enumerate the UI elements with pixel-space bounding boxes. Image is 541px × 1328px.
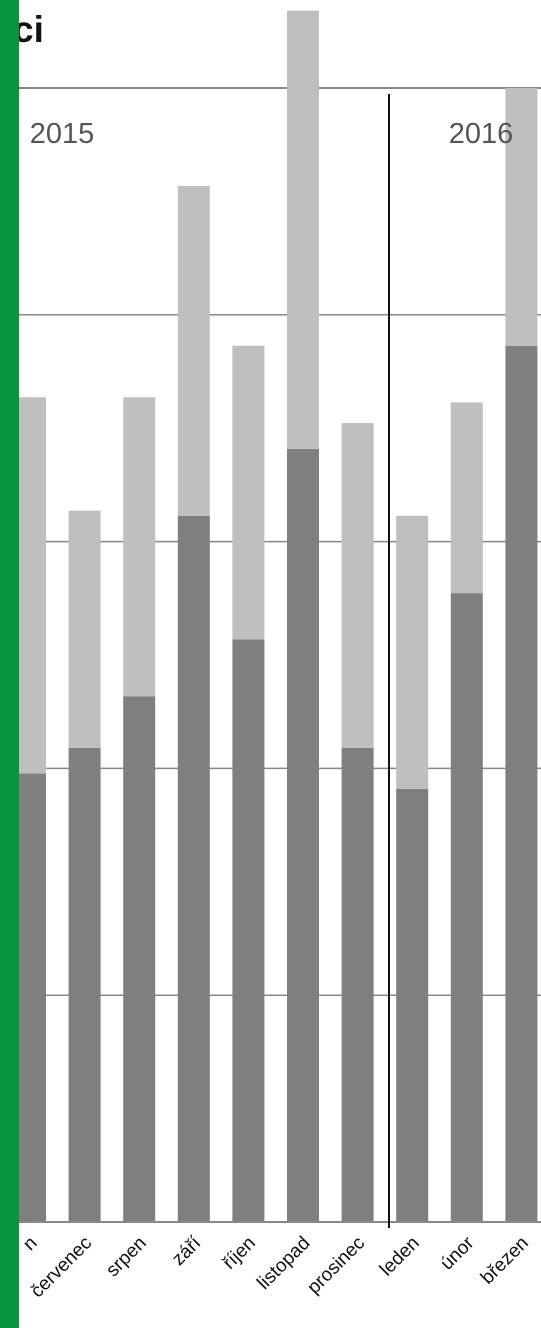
x-tick-label: srpen bbox=[102, 1233, 150, 1281]
x-tick-label: únor bbox=[437, 1232, 479, 1274]
bar-upper-10 bbox=[505, 88, 538, 346]
bar-upper-9 bbox=[450, 402, 483, 594]
bar-lower-10 bbox=[505, 345, 538, 1222]
bars bbox=[14, 10, 538, 1222]
x-tick-label: září bbox=[168, 1232, 206, 1270]
x-tick-label: n bbox=[19, 1233, 41, 1255]
year-label-2016: 2016 bbox=[449, 118, 514, 150]
bar-upper-8 bbox=[396, 515, 429, 790]
bar-upper-2 bbox=[68, 510, 101, 748]
bar-lower-4 bbox=[177, 515, 210, 1222]
x-tick-label: červenec bbox=[27, 1233, 96, 1302]
bar-upper-5 bbox=[232, 345, 265, 640]
year-label-2015: 2015 bbox=[30, 118, 95, 150]
bar-upper-7 bbox=[341, 423, 374, 748]
bar-lower-7 bbox=[341, 747, 374, 1222]
x-tick-label: prosinec bbox=[303, 1233, 369, 1299]
bar-lower-6 bbox=[287, 448, 319, 1222]
accent-bar bbox=[0, 0, 19, 1328]
bar-upper-3 bbox=[123, 397, 156, 697]
x-tick-label: říjen bbox=[219, 1233, 260, 1274]
bar-upper-1 bbox=[14, 397, 46, 774]
bar-upper-6 bbox=[287, 10, 319, 449]
bar-lower-2 bbox=[68, 747, 101, 1222]
bar-lower-5 bbox=[232, 639, 265, 1222]
bar-lower-3 bbox=[123, 696, 156, 1222]
bar-lower-9 bbox=[450, 593, 483, 1222]
bar-lower-8 bbox=[396, 789, 429, 1222]
bar-upper-4 bbox=[177, 185, 210, 516]
x-tick-label: leden bbox=[376, 1233, 424, 1281]
x-tick-label: březen bbox=[477, 1233, 533, 1289]
bar-lower-1 bbox=[14, 773, 46, 1222]
